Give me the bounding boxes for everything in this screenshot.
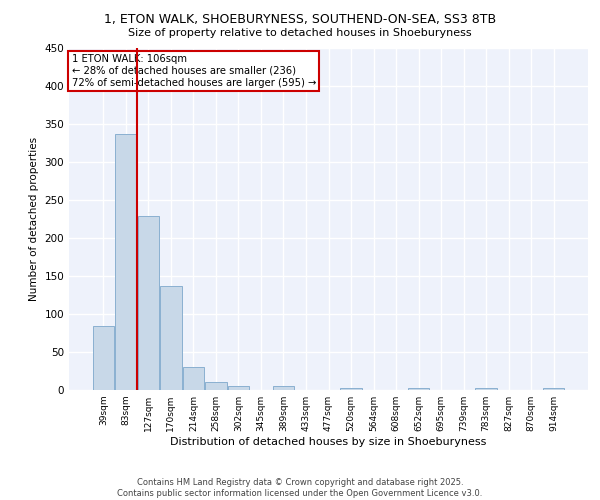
Text: Size of property relative to detached houses in Shoeburyness: Size of property relative to detached ho… [128, 28, 472, 38]
Bar [408, 388, 429, 390]
Bar [160, 286, 182, 390]
Bar [273, 386, 294, 390]
Bar [92, 326, 114, 390]
Bar [137, 216, 159, 390]
Bar [115, 134, 137, 390]
Bar [228, 386, 249, 390]
Y-axis label: Number of detached properties: Number of detached properties [29, 136, 39, 301]
Bar [205, 382, 227, 390]
Text: 1, ETON WALK, SHOEBURYNESS, SOUTHEND-ON-SEA, SS3 8TB: 1, ETON WALK, SHOEBURYNESS, SOUTHEND-ON-… [104, 12, 496, 26]
Bar [182, 367, 204, 390]
Bar [340, 388, 362, 390]
Bar [475, 388, 497, 390]
X-axis label: Distribution of detached houses by size in Shoeburyness: Distribution of detached houses by size … [170, 437, 487, 447]
Text: 1 ETON WALK: 106sqm
← 28% of detached houses are smaller (236)
72% of semi-detac: 1 ETON WALK: 106sqm ← 28% of detached ho… [71, 54, 316, 88]
Bar [543, 388, 565, 390]
Text: Contains HM Land Registry data © Crown copyright and database right 2025.
Contai: Contains HM Land Registry data © Crown c… [118, 478, 482, 498]
